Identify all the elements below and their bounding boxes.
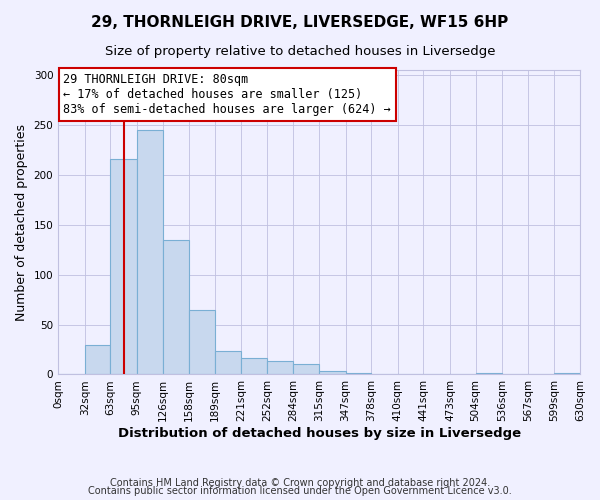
- X-axis label: Distribution of detached houses by size in Liversedge: Distribution of detached houses by size …: [118, 427, 521, 440]
- Text: 29, THORNLEIGH DRIVE, LIVERSEDGE, WF15 6HP: 29, THORNLEIGH DRIVE, LIVERSEDGE, WF15 6…: [91, 15, 509, 30]
- Bar: [241, 358, 267, 374]
- Text: Contains HM Land Registry data © Crown copyright and database right 2024.: Contains HM Land Registry data © Crown c…: [110, 478, 490, 488]
- Text: Size of property relative to detached houses in Liversedge: Size of property relative to detached ho…: [105, 45, 495, 58]
- Bar: [215, 350, 241, 374]
- Bar: [110, 159, 137, 374]
- Bar: [85, 344, 110, 374]
- Bar: [189, 310, 215, 374]
- Bar: [137, 130, 163, 374]
- Bar: [319, 372, 346, 374]
- Bar: [163, 240, 189, 374]
- Text: Contains public sector information licensed under the Open Government Licence v3: Contains public sector information licen…: [88, 486, 512, 496]
- Text: 29 THORNLEIGH DRIVE: 80sqm
← 17% of detached houses are smaller (125)
83% of sem: 29 THORNLEIGH DRIVE: 80sqm ← 17% of deta…: [64, 73, 391, 116]
- Y-axis label: Number of detached properties: Number of detached properties: [15, 124, 28, 320]
- Bar: [267, 362, 293, 374]
- Bar: [293, 364, 319, 374]
